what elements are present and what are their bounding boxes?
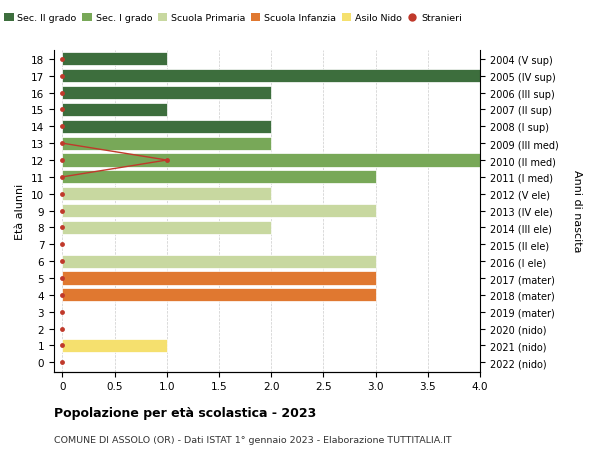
Bar	[62, 255, 376, 268]
Bar	[62, 104, 167, 117]
Bar	[62, 154, 480, 167]
Text: Popolazione per età scolastica - 2023: Popolazione per età scolastica - 2023	[54, 406, 316, 419]
Bar	[62, 171, 376, 184]
Y-axis label: Anni di nascita: Anni di nascita	[572, 170, 583, 252]
Bar	[62, 272, 376, 285]
Bar	[62, 70, 480, 83]
Bar	[62, 53, 167, 66]
Bar	[62, 289, 376, 302]
Y-axis label: Età alunni: Età alunni	[16, 183, 25, 239]
Bar	[62, 205, 376, 218]
Legend: Sec. II grado, Sec. I grado, Scuola Primaria, Scuola Infanzia, Asilo Nido, Stran: Sec. II grado, Sec. I grado, Scuola Prim…	[1, 10, 466, 27]
Bar	[62, 87, 271, 100]
Bar	[62, 339, 167, 352]
Bar	[62, 188, 271, 201]
Bar	[62, 137, 271, 151]
Text: COMUNE DI ASSOLO (OR) - Dati ISTAT 1° gennaio 2023 - Elaborazione TUTTITALIA.IT: COMUNE DI ASSOLO (OR) - Dati ISTAT 1° ge…	[54, 435, 452, 444]
Bar	[62, 120, 271, 134]
Bar	[62, 221, 271, 235]
